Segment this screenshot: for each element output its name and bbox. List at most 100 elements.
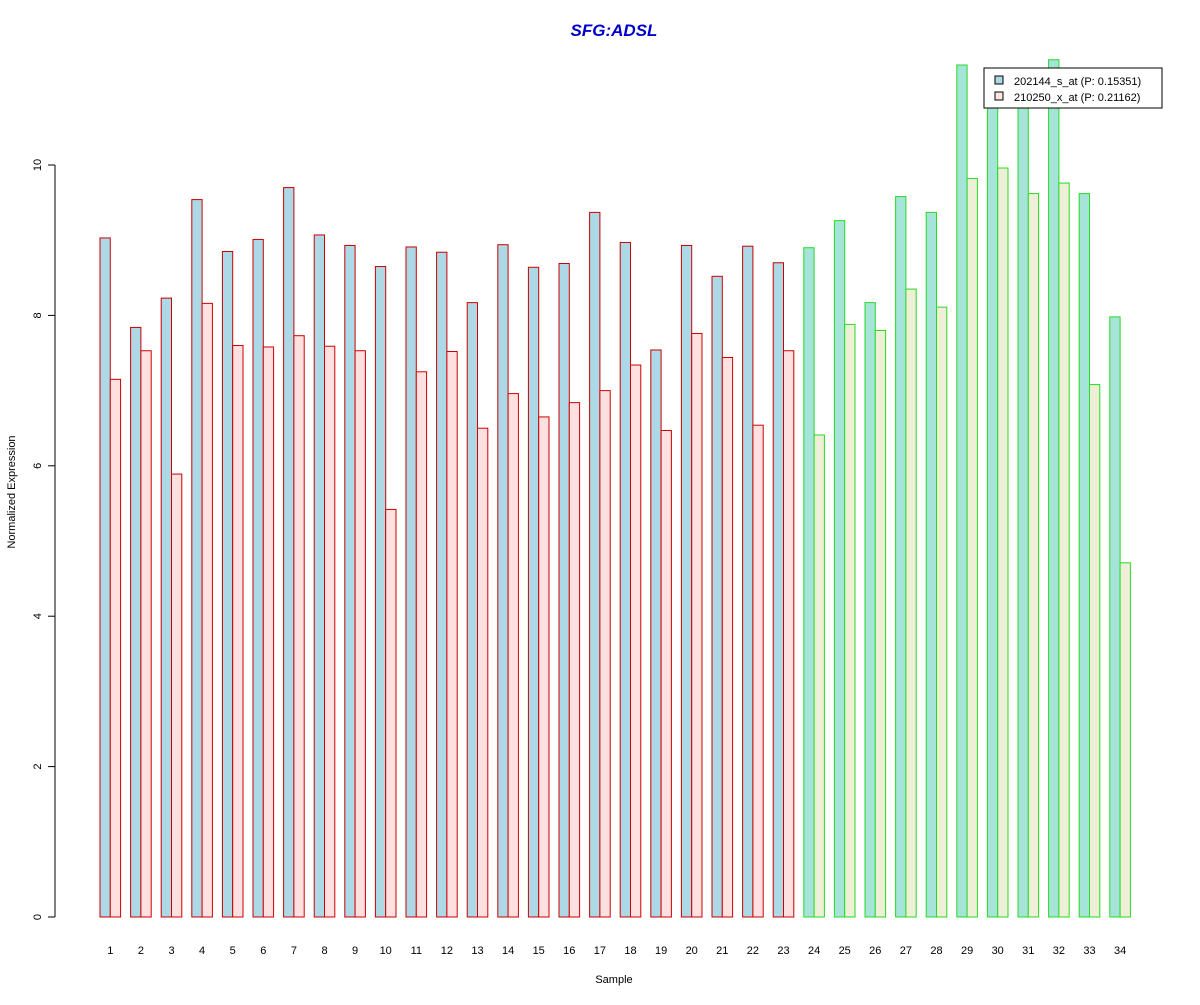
bar-series-2-sample-25 (844, 323, 856, 918)
bar-series-2-sample-2 (140, 350, 152, 918)
y-tick-label: 0 (32, 914, 44, 920)
y-tick-label: 8 (32, 312, 44, 318)
x-tick-label: 3 (168, 945, 174, 957)
x-tick-label: 28 (930, 945, 942, 957)
x-tick-label: 30 (992, 945, 1004, 957)
bar-series-2-sample-7 (293, 335, 305, 918)
x-tick-label: 33 (1083, 945, 1095, 957)
x-tick-label: 19 (655, 945, 667, 957)
bar-series-2-sample-19 (660, 429, 672, 918)
x-tick-label: 7 (291, 945, 297, 957)
x-tick-label: 22 (747, 945, 759, 957)
bar-series-2-sample-10 (385, 508, 397, 918)
x-tick-label: 15 (533, 945, 545, 957)
bar-series-1-sample-6 (252, 238, 264, 918)
x-tick-label: 10 (380, 945, 392, 957)
x-tick-label: 20 (686, 945, 698, 957)
legend-label-series-1: 202144_s_at (P: 0.15351) (1014, 76, 1141, 88)
bar-series-2-sample-14 (507, 393, 519, 918)
x-tick-label: 31 (1022, 945, 1034, 957)
bar-series-1-sample-13 (466, 302, 479, 918)
y-tick-label: 6 (32, 463, 44, 469)
x-tick-label: 18 (624, 945, 636, 957)
bar-series-1-sample-19 (650, 349, 662, 918)
bar-series-2-sample-28 (936, 306, 948, 918)
bar-series-1-sample-34 (1109, 316, 1121, 918)
bar-series-2-sample-23 (783, 350, 795, 918)
bar-series-1-sample-9 (344, 244, 356, 918)
x-tick-label: 11 (411, 945, 422, 957)
bar-series-2-sample-15 (538, 416, 550, 918)
bar-series-1-sample-26 (864, 302, 876, 918)
bar-series-2-sample-31 (1027, 193, 1040, 918)
bar-series-2-sample-26 (874, 329, 887, 918)
bar-series-1-sample-1 (99, 237, 111, 918)
bar-series-2-sample-12 (446, 351, 458, 918)
x-tick-label: 14 (502, 945, 514, 957)
y-tick-label: 4 (32, 613, 44, 619)
legend-swatch-series-1 (994, 75, 1004, 85)
bar-series-1-sample-25 (833, 220, 846, 918)
bar-series-2-sample-13 (477, 427, 489, 918)
x-tick-label: 23 (777, 945, 789, 957)
bar-series-1-sample-29 (956, 64, 968, 918)
bar-series-1-sample-11 (405, 246, 417, 918)
bar-series-2-sample-3 (171, 473, 183, 918)
bar-series-2-sample-9 (354, 350, 366, 918)
legend-box (983, 67, 1163, 109)
bar-series-1-sample-22 (742, 245, 754, 918)
bar-series-2-sample-27 (905, 288, 917, 918)
x-tick-label: 17 (594, 945, 606, 957)
bar-series-1-sample-21 (711, 275, 723, 918)
bar-series-1-sample-30 (986, 100, 999, 918)
x-tick-label: 26 (869, 945, 881, 957)
bar-series-1-sample-27 (895, 196, 907, 918)
bar-series-2-sample-32 (1058, 182, 1070, 918)
chart-title: SFG:ADSL (571, 21, 658, 40)
x-tick-label: 27 (900, 945, 912, 957)
x-tick-label: 5 (230, 945, 236, 957)
bar-series-2-sample-4 (201, 302, 213, 918)
y-axis-title: Normalized Expression (6, 435, 18, 548)
bar-series-1-sample-2 (130, 326, 142, 918)
bar-series-1-sample-10 (374, 266, 387, 918)
bar-series-2-sample-5 (232, 344, 244, 918)
bar-series-1-sample-15 (527, 266, 540, 918)
bar-series-1-sample-3 (160, 297, 172, 918)
bar-series-1-sample-7 (283, 187, 295, 918)
y-tick-label: 10 (32, 159, 44, 171)
bar-series-2-sample-21 (721, 357, 734, 918)
bar-series-2-sample-30 (997, 167, 1009, 918)
y-tick-label: 2 (32, 764, 44, 770)
bar-series-1-sample-14 (497, 244, 509, 918)
x-tick-label: 34 (1114, 945, 1126, 957)
bar-series-1-sample-5 (221, 250, 234, 918)
x-tick-label: 2 (138, 945, 144, 957)
bar-series-2-sample-1 (109, 378, 122, 918)
bar-series-1-sample-17 (589, 211, 601, 918)
bar-series-1-sample-32 (1048, 59, 1060, 918)
x-axis-labels: 1 2 3 4 5 6 7 8 9 10 11 12 13 14 15 16 17 18 19 20 21 22 23 24 2… (107, 945, 1126, 957)
x-tick-label: 29 (961, 945, 973, 957)
bars-layer (99, 59, 1131, 918)
bar-series-1-sample-16 (558, 263, 570, 918)
x-tick-label: 13 (471, 945, 483, 957)
x-tick-label: 9 (352, 945, 358, 957)
bar-series-2-sample-16 (568, 402, 581, 918)
bar-series-2-sample-29 (966, 178, 978, 918)
x-tick-label: 16 (563, 945, 575, 957)
bar-series-2-sample-11 (415, 371, 428, 918)
x-tick-label: 8 (321, 945, 327, 957)
x-tick-label: 12 (441, 945, 453, 957)
bar-series-2-sample-34 (1119, 562, 1131, 918)
bar-series-1-sample-24 (803, 247, 815, 918)
bar-series-1-sample-4 (191, 199, 203, 918)
bar-series-2-sample-8 (324, 345, 336, 918)
x-axis-title: Sample (595, 974, 632, 986)
x-tick-label: 32 (1053, 945, 1065, 957)
y-axis: 0 2 4 6 8 10 (32, 159, 56, 920)
legend: 202144_s_at (P: 0.15351) 210250_x_at (P:… (983, 67, 1163, 109)
bar-series-2-sample-17 (599, 390, 611, 918)
